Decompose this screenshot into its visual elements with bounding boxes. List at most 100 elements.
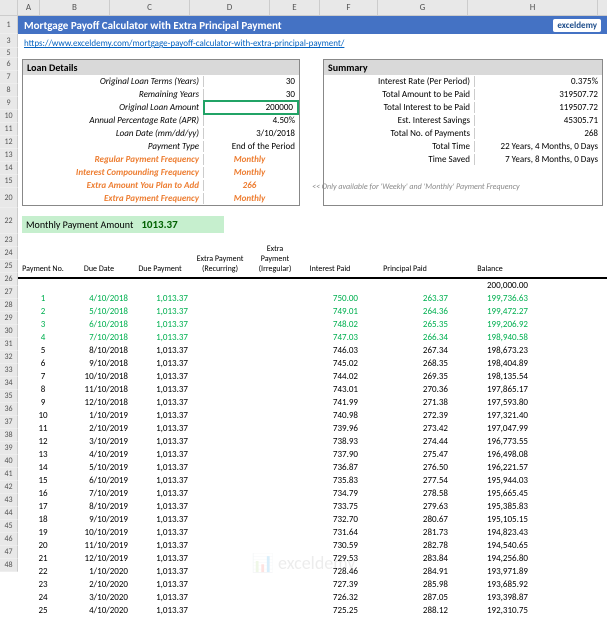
logo: exceldemy: [553, 19, 601, 32]
row-head-32[interactable]: 32: [0, 351, 18, 364]
loan-row[interactable]: Annual Percentage Rate (APR)4.50%: [23, 114, 299, 127]
loan-row[interactable]: Original Loan Amount200000: [23, 101, 299, 114]
summary-row[interactable]: Est. Interest Savings45305.71: [324, 114, 602, 127]
row-head-39[interactable]: 39: [0, 442, 18, 455]
table-row[interactable]: 101/10/20191,013.37740.98272.39197,321.4…: [18, 409, 607, 422]
row-head-25[interactable]: 25: [0, 260, 18, 273]
col-head-D[interactable]: D: [190, 0, 270, 15]
table-row[interactable]: 134/10/20191,013.37737.90275.47196,498.0…: [18, 448, 607, 461]
row-head-48[interactable]: 48: [0, 559, 18, 572]
row-head-36[interactable]: 36: [0, 403, 18, 416]
loan-row-orange[interactable]: Interest Compounding FrequencyMonthly: [23, 166, 299, 179]
row-head-44[interactable]: 44: [0, 507, 18, 520]
loan-row-orange[interactable]: Extra Amount You Plan to Add266: [23, 179, 299, 192]
row-head-31[interactable]: 31: [0, 338, 18, 351]
row-head-26[interactable]: 26: [0, 273, 18, 286]
summary-row[interactable]: Time Saved7 Years, 8 Months, 0 Days: [324, 153, 602, 166]
row-head-5[interactable]: 5: [0, 48, 18, 58]
table-row[interactable]: 811/10/20181,013.37743.01270.36197,865.1…: [18, 383, 607, 396]
summary-head: Summary: [324, 60, 602, 75]
table-row[interactable]: 167/10/20191,013.37734.79278.58195,665.4…: [18, 487, 607, 500]
row-head-23[interactable]: 23: [0, 234, 18, 247]
row-head-20[interactable]: 20: [0, 188, 18, 208]
table-row[interactable]: 2011/10/20191,013.37730.59282.78194,540.…: [18, 539, 607, 552]
th-5: Interest Paid: [300, 263, 360, 275]
table-row[interactable]: 14/10/20181,013.37750.00263.37199,736.63: [18, 292, 607, 305]
loan-row[interactable]: Payment TypeEnd of the Period: [23, 140, 299, 153]
row-head-15[interactable]: 15: [0, 175, 18, 188]
table-row[interactable]: 58/10/20181,013.37746.03267.34198,673.23: [18, 344, 607, 357]
table-header: Payment No.Due DateDue PaymentExtra Paym…: [18, 241, 607, 279]
row-head-3[interactable]: 3: [0, 34, 18, 48]
summary-row[interactable]: Total No. of Payments268: [324, 127, 602, 140]
summary-row[interactable]: Total Time22 Years, 4 Months, 0 Days: [324, 140, 602, 153]
row-head-28[interactable]: 28: [0, 299, 18, 312]
row-head-11[interactable]: 11: [0, 123, 18, 136]
row-head-40[interactable]: 40: [0, 455, 18, 468]
row-head-33[interactable]: 33: [0, 364, 18, 377]
table-row[interactable]: 112/10/20191,013.37739.96273.42197,047.9…: [18, 422, 607, 435]
th-6: Principal Paid: [360, 263, 450, 275]
table-row[interactable]: 25/10/20181,013.37749.01264.36199,472.27: [18, 305, 607, 318]
row-head-12[interactable]: 12: [0, 136, 18, 149]
table-row[interactable]: 1910/10/20191,013.37731.64281.73194,823.…: [18, 526, 607, 539]
row-head-27[interactable]: 27: [0, 286, 18, 299]
table-row[interactable]: 200,000.00: [18, 279, 607, 292]
row-head-38[interactable]: 38: [0, 429, 18, 442]
corner-cell[interactable]: [0, 0, 18, 15]
monthly-value: 1013.37: [141, 218, 177, 231]
row-head-22[interactable]: 22: [0, 208, 18, 234]
table-row[interactable]: 47/10/20181,013.37747.03266.34198,940.58: [18, 331, 607, 344]
row-head-8[interactable]: 8: [0, 84, 18, 97]
table-row[interactable]: 145/10/20191,013.37736.87276.50196,221.5…: [18, 461, 607, 474]
table-row[interactable]: 912/10/20181,013.37741.99271.38197,593.8…: [18, 396, 607, 409]
table-row[interactable]: 2112/10/20191,013.37729.53283.84194,256.…: [18, 552, 607, 565]
loan-row[interactable]: Loan Date (mm/dd/yy)3/10/2018: [23, 127, 299, 140]
row-head-24[interactable]: 24: [0, 247, 18, 260]
monthly-payment: Monthly Payment Amount 1013.37: [22, 216, 224, 233]
row-head-46[interactable]: 46: [0, 533, 18, 546]
row-head-30[interactable]: 30: [0, 325, 18, 338]
source-link[interactable]: https://www.exceldemy.com/mortgage-payof…: [18, 36, 607, 51]
table-row[interactable]: 156/10/20191,013.37735.83277.54195,944.0…: [18, 474, 607, 487]
row-head-45[interactable]: 45: [0, 520, 18, 533]
row-head-29[interactable]: 29: [0, 312, 18, 325]
table-row[interactable]: 69/10/20181,013.37745.02268.35198,404.89: [18, 357, 607, 370]
summary-row[interactable]: Total Amount to be Paid319507.72: [324, 88, 602, 101]
table-row[interactable]: 254/10/20201,013.37725.25288.12192,310.7…: [18, 604, 607, 617]
loan-row-orange[interactable]: Regular Payment FrequencyMonthly: [23, 153, 299, 166]
loan-row[interactable]: Original Loan Terms (Years)30: [23, 75, 299, 88]
row-head-43[interactable]: 43: [0, 494, 18, 507]
row-head-13[interactable]: 13: [0, 149, 18, 162]
row-head-41[interactable]: 41: [0, 468, 18, 481]
row-head-42[interactable]: 42: [0, 481, 18, 494]
table-row[interactable]: 123/10/20191,013.37738.93274.44196,773.5…: [18, 435, 607, 448]
row-head-7[interactable]: 7: [0, 71, 18, 84]
summary-row[interactable]: Total Interest to be Paid119507.72: [324, 101, 602, 114]
row-head-37[interactable]: 37: [0, 416, 18, 429]
table-row[interactable]: 221/10/20201,013.37728.46284.91193,971.8…: [18, 565, 607, 578]
table-row[interactable]: 178/10/20191,013.37733.75279.63195,385.8…: [18, 500, 607, 513]
col-head-A[interactable]: A: [18, 0, 40, 15]
table-row[interactable]: 232/10/20201,013.37727.39285.98193,685.9…: [18, 578, 607, 591]
col-head-E[interactable]: E: [270, 0, 320, 15]
row-head-6[interactable]: 6: [0, 58, 18, 71]
table-row[interactable]: 243/10/20201,013.37726.32287.05193,398.8…: [18, 591, 607, 604]
table-row[interactable]: 189/10/20191,013.37732.70280.67195,105.1…: [18, 513, 607, 526]
row-head-14[interactable]: 14: [0, 162, 18, 175]
row-head-10[interactable]: 10: [0, 110, 18, 123]
col-head-F[interactable]: F: [320, 0, 378, 15]
table-row[interactable]: 36/10/20181,013.37748.02265.35199,206.92: [18, 318, 607, 331]
table-row[interactable]: 710/10/20181,013.37744.02269.35198,135.5…: [18, 370, 607, 383]
col-head-H[interactable]: H: [468, 0, 598, 15]
summary-row[interactable]: Interest Rate (Per Period)0.375%: [324, 75, 602, 88]
loan-row-orange[interactable]: Extra Payment FrequencyMonthly: [23, 192, 299, 205]
col-head-B[interactable]: B: [40, 0, 110, 15]
col-head-C[interactable]: C: [110, 0, 190, 15]
row-head-9[interactable]: 9: [0, 97, 18, 110]
row-head-47[interactable]: 47: [0, 546, 18, 559]
row-head-1[interactable]: 1: [0, 16, 18, 34]
row-head-35[interactable]: 35: [0, 390, 18, 403]
row-head-34[interactable]: 34: [0, 377, 18, 390]
col-head-G[interactable]: G: [378, 0, 468, 15]
